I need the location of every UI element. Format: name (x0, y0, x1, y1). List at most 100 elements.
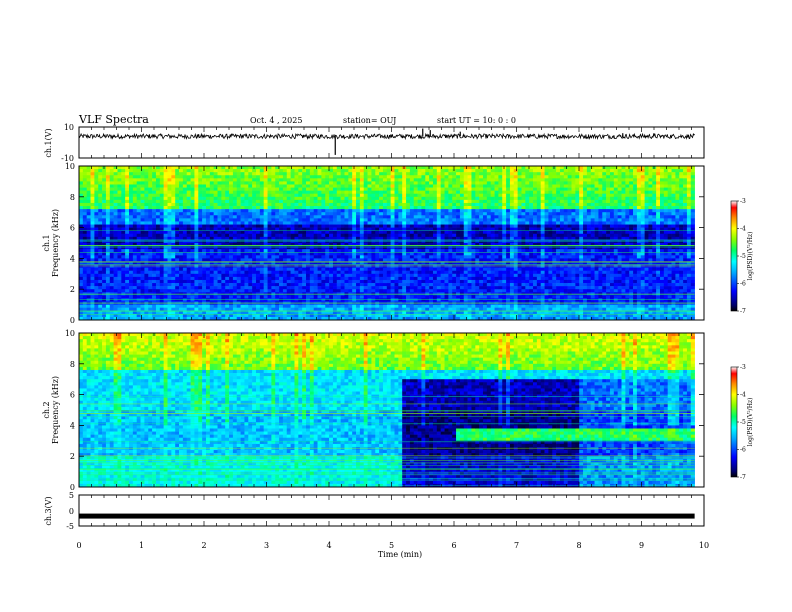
spec1-cell (282, 307, 288, 312)
spec1-cell (213, 196, 218, 201)
spec1-cell (452, 202, 457, 207)
spec1-cell (248, 316, 253, 321)
spec1-cell (348, 289, 353, 293)
spec1-cell (440, 184, 445, 188)
spec1-cell (282, 276, 288, 281)
spec1-cell (390, 295, 395, 299)
spec1-cell (444, 227, 449, 231)
spec1-cell (217, 202, 222, 207)
spec1-cell (352, 181, 357, 185)
spec1-cell (282, 184, 288, 188)
spec1-cell (202, 199, 207, 204)
spec1-cell (179, 246, 184, 250)
spec1-cell (129, 175, 134, 179)
spec1-cell (213, 193, 218, 198)
spec1-cell (125, 175, 130, 179)
spec1-cell (186, 212, 191, 216)
spec1-cell (425, 187, 430, 191)
spec1-cell (452, 193, 457, 198)
spec1-cell (221, 270, 226, 275)
spec1-cell (186, 218, 191, 222)
spec1-cell (344, 224, 349, 228)
spec1-cell (440, 227, 445, 231)
spec1-cell (367, 236, 372, 241)
spec1-cell (425, 218, 430, 222)
spec1-cell (271, 166, 276, 170)
spec1-cell (263, 209, 268, 213)
spec1-cell (190, 166, 195, 170)
spec1-cell (217, 233, 222, 238)
spec1-cell (321, 289, 326, 293)
spec1-cell (121, 212, 126, 216)
spec1-cell (263, 196, 268, 201)
spec1-cell (163, 187, 168, 191)
spec1-cell (290, 212, 295, 216)
spec1-cell (321, 175, 326, 179)
spec1-cell (340, 212, 345, 216)
spec1-cell (255, 184, 261, 188)
spec1-cell (298, 215, 303, 219)
spec1-cell (398, 206, 403, 210)
spec1-cell (290, 252, 295, 256)
spec1-cell (109, 184, 114, 188)
spec1-cell (117, 169, 122, 173)
spec1-cell (113, 267, 118, 272)
spec1-cell (155, 276, 161, 281)
spec1-cell (179, 261, 184, 265)
spec1-cell (332, 258, 338, 262)
spec1-cell (348, 190, 353, 195)
spec1-cell (313, 307, 318, 312)
spec1-cell (344, 166, 349, 170)
spec1-cell (298, 190, 303, 195)
spec1-cell (302, 190, 307, 195)
spec1-cell (417, 273, 422, 278)
spec1-cell (306, 169, 311, 173)
spec1-cell (417, 249, 422, 253)
spec1-cell (132, 286, 138, 290)
spec1-cell (240, 202, 245, 207)
spec1-cell (194, 233, 199, 238)
spec1-cell (179, 286, 184, 290)
spec1-cell (248, 304, 253, 308)
spec1-cell (271, 215, 276, 219)
spec1-cell (440, 193, 445, 198)
spec1-cell (302, 175, 307, 179)
spec1-cell (298, 295, 303, 299)
spec1-cell (175, 190, 180, 195)
spec1-cell (213, 184, 218, 188)
spec1-cell (329, 243, 334, 247)
spec1-cell (140, 227, 145, 231)
spec1-cell (432, 295, 438, 299)
spec1-cell (382, 212, 388, 216)
spec1-cell (406, 227, 411, 231)
spec1-cell (325, 258, 330, 262)
spec1-cell (175, 252, 180, 256)
spec1-cell (105, 267, 111, 272)
spec1-cell (286, 270, 291, 275)
spec1-cell (425, 261, 430, 265)
spec1-cell (436, 273, 441, 278)
spec1-cell (209, 193, 214, 198)
spec1-cell (175, 212, 180, 216)
spec1-cell (182, 279, 188, 284)
spec1-cell (90, 252, 95, 256)
spec1-cell (229, 233, 234, 238)
spec1-cell (221, 227, 226, 231)
spec1-cell (225, 255, 230, 259)
spec1-cell (225, 172, 230, 176)
spec1-cell (248, 286, 253, 290)
spec1-cell (413, 289, 418, 293)
spec1-cell (325, 255, 330, 259)
spec1-cell (259, 246, 264, 250)
spec1-cell (213, 215, 218, 219)
spec1-cell (329, 270, 334, 275)
spec1-cell (398, 279, 403, 284)
spec1-cell (367, 224, 372, 228)
spec1-cell (179, 190, 184, 195)
spec1-cell (182, 307, 188, 312)
spec1-cell (236, 249, 241, 253)
spec1-cell (444, 273, 449, 278)
spec1-cell (79, 255, 84, 259)
spec1-cell (79, 307, 84, 312)
spec1-cell (213, 190, 218, 195)
